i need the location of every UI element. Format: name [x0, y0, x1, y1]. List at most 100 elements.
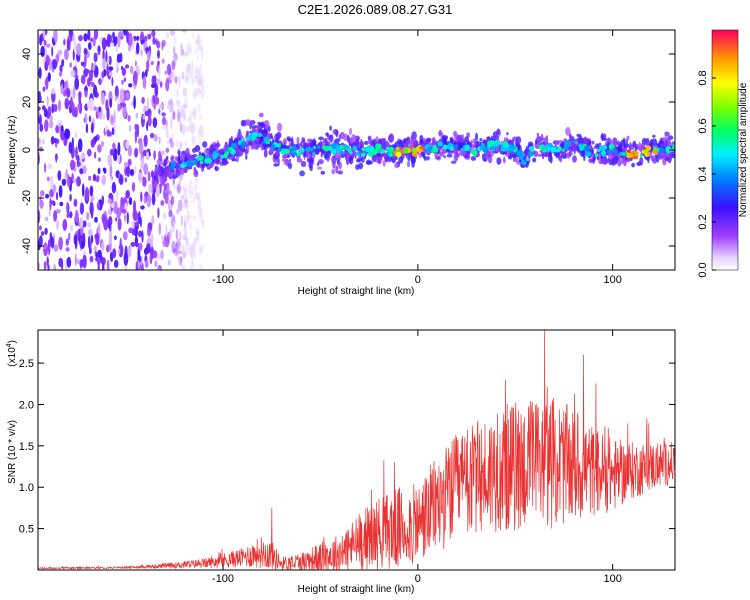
spectrogram-noise-cell — [133, 165, 137, 175]
spectrogram-noise-cell — [52, 59, 58, 70]
spectrogram-noise-cell — [191, 126, 194, 137]
spectrogram-ridge-cell — [459, 134, 463, 142]
spectrogram-noise-cell — [130, 241, 136, 247]
spectrogram-peak-cell — [263, 136, 269, 143]
spectrogram-noise-cell — [181, 123, 186, 135]
spectrogram-noise-cell — [158, 103, 163, 109]
spectrogram-noise-cell — [162, 116, 166, 126]
spectrogram-ridge-cell — [407, 160, 410, 168]
spectrogram-ridge-cell — [287, 162, 293, 170]
spectrogram-ridge-cell — [158, 157, 163, 162]
spectrogram-noise-cell — [101, 71, 105, 79]
spectrogram-noise-cell — [131, 220, 135, 230]
spectrogram-ridge-cell — [366, 159, 372, 165]
spectrogram-noise-cell — [84, 84, 88, 98]
spectrogram-ridge-cell — [581, 150, 586, 158]
spectrogram-y-tick-label: 0 — [21, 147, 33, 153]
spectrogram-noise-cell — [125, 140, 130, 150]
spectrogram-noise-cell — [80, 74, 86, 85]
spectrogram-ridge-cell — [354, 139, 360, 147]
spectrogram-noise-cell — [100, 140, 104, 147]
spectrogram-panel: -100 0 100 -40 -20 0 20 40 Height of straight l… — [7, 29, 676, 297]
spectrogram-noise-cell — [144, 111, 149, 117]
spectrogram-peak-cell — [653, 146, 658, 152]
spectrogram-noise-cell — [73, 198, 78, 207]
spectrogram-ridge-cell — [320, 170, 325, 175]
spectrogram-noise-cell — [165, 225, 168, 239]
spectrogram-ridge-cell — [380, 138, 386, 147]
spectrogram-peak-cell — [220, 154, 225, 159]
spectrogram-noise-cell — [181, 243, 185, 256]
spectrogram-noise-cell — [134, 60, 137, 67]
spectrogram-noise-cell — [91, 122, 94, 134]
spectrogram-ridge-cell — [540, 133, 544, 142]
spectrogram-ridge-cell — [351, 134, 356, 143]
spectrogram-noise-cell — [38, 114, 42, 126]
spectrogram-noise-cell — [71, 109, 77, 117]
spectrogram-noise-cell — [50, 200, 55, 205]
spectrogram-noise-cell — [152, 250, 158, 259]
spectrogram-noise-cell — [160, 200, 165, 206]
spectrogram-noise-cell — [143, 195, 147, 204]
spectrogram-noise-cell — [101, 257, 106, 266]
spectrogram-noise-cell — [184, 51, 188, 58]
spectrogram-noise-cell — [138, 172, 143, 183]
colorbar-label: Normalized spectral amplitude — [738, 82, 749, 217]
spectrogram-noise-cell — [82, 165, 87, 175]
spectrogram-ridge-cell — [242, 119, 247, 127]
spectrogram-peak-cell — [360, 152, 365, 157]
spectrogram-noise-cell — [136, 35, 140, 41]
spectrogram-ridge-cell — [617, 158, 622, 167]
spectrogram-ridge-cell — [356, 158, 361, 163]
spectrogram-peak-cell — [639, 154, 643, 158]
spectrogram-noise-cell — [106, 107, 110, 121]
spectrogram-ridge-cell — [412, 139, 418, 147]
spectrogram-noise-cell — [180, 105, 184, 117]
spectrogram-ridge-cell — [443, 155, 446, 159]
spectrogram-noise-cell — [77, 103, 81, 111]
spectrogram-noise-cell — [156, 78, 161, 85]
spectrogram-noise-cell — [140, 39, 145, 44]
spectrogram-peak-cell — [332, 145, 337, 150]
spectrogram-noise-cell — [177, 254, 181, 263]
spectrogram-ridge-cell — [487, 155, 493, 164]
spectrogram-noise-cell — [116, 53, 121, 64]
spectrogram-noise-cell — [199, 45, 204, 52]
spectrogram-noise-cell — [179, 231, 182, 241]
spectrogram-ridge-cell — [219, 161, 225, 167]
spectrogram-ridge-cell — [354, 135, 361, 141]
spectrogram-noise-cell — [56, 208, 61, 214]
spectrogram-noise-cell — [151, 232, 154, 245]
spectrogram-noise-cell — [92, 84, 98, 98]
spectrogram-noise-cell — [97, 51, 101, 56]
spectrogram-peak-cell — [277, 147, 282, 152]
spectrogram-noise-cell — [153, 150, 156, 160]
spectrogram-ridge-cell — [554, 142, 558, 147]
spectrogram-noise-cell — [191, 79, 195, 86]
spectrogram-noise-cell — [191, 136, 196, 145]
spectrogram-noise-cell — [87, 30, 91, 41]
spectrogram-ridge-cell — [566, 152, 570, 159]
spectrogram-noise-cell — [117, 248, 121, 255]
spectrogram-noise-cell — [55, 191, 59, 201]
spectrogram-ridge-cell — [632, 140, 637, 148]
spectrogram-noise-cell — [109, 164, 113, 178]
spectrogram-ridge-cell — [591, 140, 595, 145]
spectrogram-noise-cell — [47, 106, 52, 118]
spectrogram-noise-cell — [83, 48, 88, 56]
spectrogram-ridge-cell — [274, 133, 279, 142]
spectrogram-noise-cell — [179, 121, 182, 133]
spectrogram-ridge-cell — [572, 155, 577, 163]
spectrogram-noise-cell — [63, 38, 66, 46]
spectrogram-noise-cell — [72, 178, 76, 183]
spectrogram-noise-cell — [55, 153, 58, 163]
spectrogram-peak-cell — [672, 144, 675, 149]
spectrogram-noise-cell — [199, 63, 202, 76]
spectrogram-noise-cell — [138, 230, 143, 238]
spectrogram-noise-cell — [183, 199, 188, 204]
spectrogram-ridge-cell — [638, 141, 641, 148]
spectrogram-ridge-cell — [450, 160, 457, 164]
spectrogram-noise-cell — [188, 44, 193, 57]
spectrogram-noise-cell — [38, 209, 41, 224]
spectrogram-noise-cell — [183, 140, 188, 147]
